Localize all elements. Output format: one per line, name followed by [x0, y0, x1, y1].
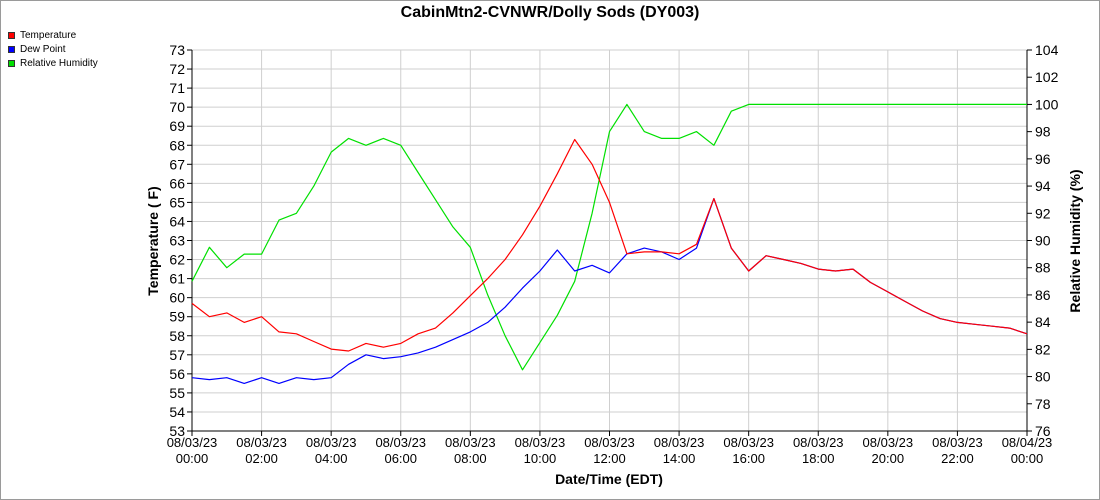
x-tick-label-date: 08/04/23	[1002, 435, 1053, 450]
y2-axis-title: Relative Humidity (%)	[1067, 169, 1083, 312]
legend-label-dew-point: Dew Point	[20, 43, 66, 55]
y2-tick-label: 78	[1035, 396, 1051, 412]
y2-tick-label: 86	[1035, 287, 1051, 303]
x-tick-label-date: 08/03/23	[236, 435, 287, 450]
x-tick-label-date: 08/03/23	[793, 435, 844, 450]
x-tick-label-time: 10:00	[524, 451, 557, 466]
legend: Temperature Dew Point Relative Humidity	[8, 28, 98, 70]
chart-title: CabinMtn2-CVNWR/Dolly Sods (DY003)	[400, 4, 700, 21]
y2-tick-label: 90	[1035, 233, 1051, 249]
y-tick-label: 67	[169, 156, 185, 172]
y2-tick-label: 96	[1035, 151, 1051, 167]
x-tick-label-time: 22:00	[941, 451, 974, 466]
x-tick-label-date: 08/03/23	[515, 435, 566, 450]
series-line-relative-humidity	[191, 103, 1027, 371]
x-tick-label-time: 02:00	[245, 451, 278, 466]
y-tick-label: 73	[169, 42, 185, 58]
x-tick-label-date: 08/03/23	[167, 435, 218, 450]
x-tick-label-time: 00:00	[176, 451, 209, 466]
y2-tick-label: 84	[1035, 314, 1051, 330]
x-tick-label-date: 08/03/23	[584, 435, 635, 450]
legend-item-dew-point: Dew Point	[8, 42, 98, 56]
y2-tick-label: 80	[1035, 369, 1051, 385]
y-tick-label: 60	[169, 290, 185, 306]
x-tick-label-date: 08/03/23	[306, 435, 357, 450]
axes: 53 54 55 56 57 58 59 60 61 62 63 64 65 66 67 68 69 70 71 72…	[167, 42, 1059, 466]
y-tick-label: 63	[169, 233, 185, 249]
y-tick-label: 61	[169, 271, 185, 287]
y-tick-label: 72	[169, 61, 185, 77]
y2-tick-label: 94	[1035, 178, 1051, 194]
y-axis-title: Temperature ( F)	[145, 186, 161, 295]
legend-label-temperature: Temperature	[20, 29, 77, 41]
x-tick-label-date: 08/03/23	[863, 435, 914, 450]
y2-tick-label: 100	[1035, 96, 1059, 112]
y-tick-label: 57	[169, 347, 185, 363]
legend-swatch-dew-point	[8, 45, 15, 53]
y-tick-label: 55	[169, 385, 185, 401]
x-tick-label-time: 16:00	[732, 451, 765, 466]
y-tick-label: 71	[169, 80, 185, 96]
x-tick-label-time: 20:00	[872, 451, 905, 466]
y2-tick-label: 76	[1035, 423, 1051, 439]
x-tick-label-time: 14:00	[663, 451, 696, 466]
x-tick-label-time: 06:00	[384, 451, 417, 466]
x-tick-label-time: 00:00	[1011, 451, 1044, 466]
legend-label-relative-humidity: Relative Humidity	[20, 57, 98, 69]
x-tick-label-date: 08/03/23	[932, 435, 983, 450]
y-tick-label: 68	[169, 137, 185, 153]
x-tick-label-time: 18:00	[802, 451, 835, 466]
y-tick-label: 53	[169, 423, 185, 439]
y-tick-label: 65	[169, 194, 185, 210]
legend-item-temperature: Temperature	[8, 28, 98, 42]
legend-item-relative-humidity: Relative Humidity	[8, 56, 98, 70]
y-tick-label: 59	[169, 309, 185, 325]
y2-tick-label: 92	[1035, 205, 1051, 221]
y-tick-label: 54	[169, 404, 185, 420]
y2-tick-label: 88	[1035, 260, 1051, 276]
y-tick-label: 70	[169, 99, 185, 115]
y-tick-label: 56	[169, 366, 185, 382]
x-tick-label-date: 08/03/23	[445, 435, 496, 450]
series-line-temperature	[191, 138, 1028, 352]
x-tick-label-date: 08/03/23	[654, 435, 705, 450]
y-tick-label: 62	[169, 252, 185, 268]
y2-tick-label: 82	[1035, 341, 1051, 357]
y-tick-label: 69	[169, 118, 185, 134]
axis-labels: Date/Time (EDT) Temperature ( F) Relativ…	[145, 169, 1083, 487]
x-tick-label-date: 08/03/23	[375, 435, 426, 450]
x-tick-label-time: 04:00	[315, 451, 348, 466]
y2-tick-label: 102	[1035, 69, 1059, 85]
y-tick-label: 66	[169, 175, 185, 191]
x-tick-label-time: 08:00	[454, 451, 487, 466]
legend-swatch-temperature	[8, 31, 15, 39]
x-axis-title: Date/Time (EDT)	[555, 471, 663, 487]
x-tick-label-date: 08/03/23	[723, 435, 774, 450]
y2-tick-label: 98	[1035, 124, 1051, 140]
y-tick-label: 58	[169, 328, 185, 344]
x-tick-label-time: 12:00	[593, 451, 626, 466]
y2-tick-label: 104	[1035, 42, 1059, 58]
legend-swatch-relative-humidity	[8, 59, 15, 67]
series-lines	[191, 103, 1028, 384]
y-tick-label: 64	[169, 213, 185, 229]
grid	[191, 49, 1028, 432]
